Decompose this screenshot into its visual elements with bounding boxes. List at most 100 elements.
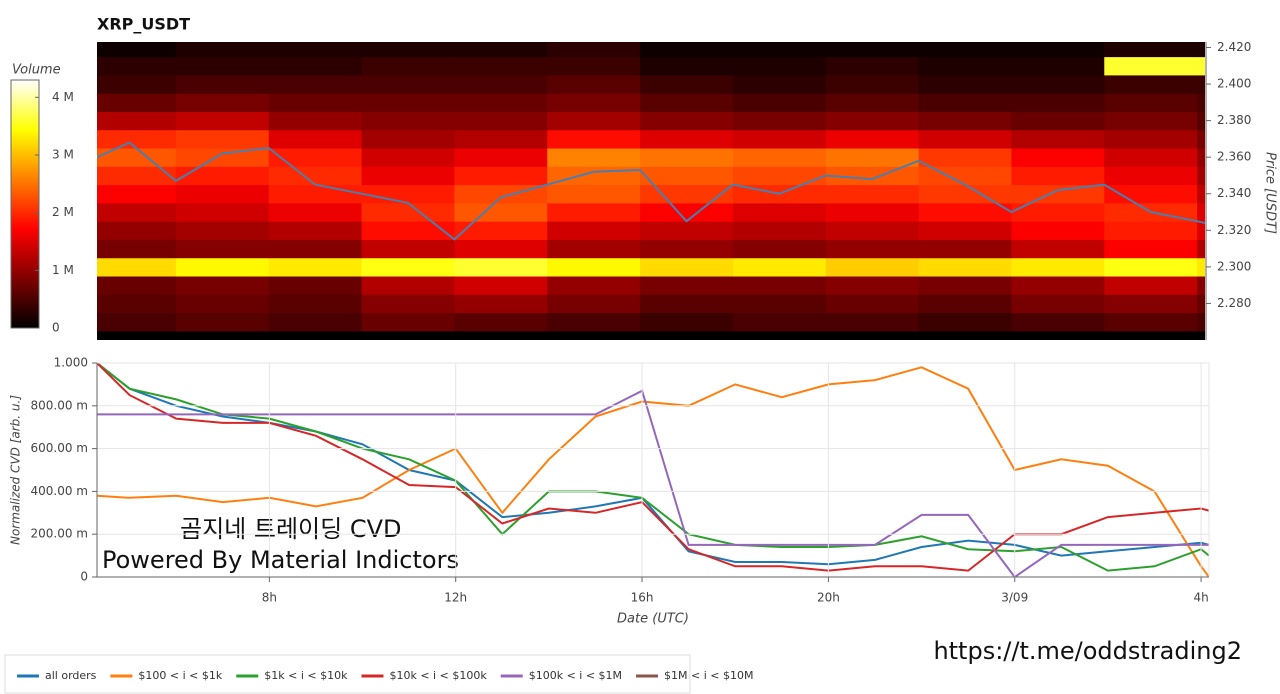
heatmap-cell	[1197, 257, 1205, 277]
heatmap-cell	[1104, 276, 1198, 295]
heatmap-cell	[547, 184, 641, 204]
heatmap-cell	[97, 257, 177, 277]
heatmap-cell	[175, 166, 270, 186]
y-tick-label: 2.360	[1217, 150, 1251, 164]
heatmap-cell	[825, 93, 920, 112]
heatmap-cell	[640, 184, 734, 204]
legend-label: $10k < i < $100k	[389, 669, 487, 682]
heatmap-cell	[1011, 166, 1105, 186]
heatmap-cell	[97, 148, 177, 167]
heatmap-cell	[1197, 56, 1205, 76]
heatmap-cell	[547, 221, 641, 240]
heatmap-cell	[175, 312, 270, 332]
y-tick-label: 2.380	[1217, 113, 1251, 127]
heatmap-cell	[1104, 239, 1198, 259]
plot-border	[96, 362, 1210, 578]
heatmap-cell	[454, 202, 548, 222]
heatmap-cell	[361, 166, 455, 186]
heatmap-cell	[361, 221, 455, 240]
heatmap-cell	[268, 276, 363, 295]
heatmap-cell	[268, 184, 363, 204]
heatmap-cell	[1011, 276, 1105, 295]
heatmap-cell	[732, 221, 827, 240]
heatmap-cell	[640, 276, 734, 295]
heatmap-cell	[1011, 111, 1105, 131]
heatmap-cell	[732, 42, 827, 58]
heatmap-cell	[361, 184, 455, 204]
heatmap-cell	[1104, 93, 1198, 112]
heatmap-cell	[640, 221, 734, 240]
heatmap-cell	[1197, 129, 1205, 149]
heatmap-cell	[175, 56, 270, 76]
heatmap-cell	[1011, 42, 1105, 58]
heatmap-cell	[454, 257, 548, 277]
heatmap-cell	[454, 312, 548, 332]
heatmap-cell	[1011, 221, 1105, 240]
heatmap-cell	[268, 74, 363, 94]
heatmap-cell	[454, 74, 548, 94]
heatmap-cell	[1011, 56, 1105, 76]
heatmap-cell	[175, 257, 270, 277]
heatmap-cell	[918, 129, 1012, 149]
heatmap-cell	[825, 239, 920, 259]
heatmap-cell	[268, 148, 363, 167]
heatmap-cell	[361, 312, 455, 332]
heatmap-cell	[454, 93, 548, 112]
y-tick-label: 0	[80, 570, 88, 584]
heatmap-cell	[97, 129, 177, 149]
heatmap-cell	[175, 202, 270, 222]
heatmap-cell	[547, 42, 641, 58]
heatmap-cell	[547, 148, 641, 167]
heatmap-cell	[97, 276, 177, 295]
heatmap-cell	[918, 257, 1012, 277]
heatmap-cell	[268, 42, 363, 58]
heatmap-cell	[825, 276, 920, 295]
heatmap-cell	[640, 166, 734, 186]
heatmap-cell	[825, 294, 920, 314]
colorbar-label: Volume	[12, 63, 61, 78]
heatmap-cell	[918, 148, 1012, 167]
heatmap-cell	[175, 148, 270, 167]
heatmap-cell	[640, 239, 734, 259]
heatmap	[97, 42, 1205, 340]
heatmap-cell	[268, 239, 363, 259]
heatmap-cell	[1197, 148, 1205, 167]
heatmap-cell	[97, 42, 177, 58]
heatmap-cell	[1104, 294, 1198, 314]
colorbar-tick-label: 3 M	[52, 147, 74, 161]
y-tick-label: 2.280	[1217, 296, 1251, 310]
heatmap-cell	[640, 202, 734, 222]
heatmap-cell	[732, 111, 827, 131]
heatmap-cell	[547, 276, 641, 295]
heatmap-cell	[640, 93, 734, 112]
heatmap-cell	[97, 166, 177, 186]
heatmap-cell	[918, 42, 1012, 58]
heatmap-cell	[454, 56, 548, 76]
heatmap-cell	[640, 56, 734, 76]
heatmap-cell	[1104, 129, 1198, 149]
heatmap-cell	[268, 221, 363, 240]
x-tick-label: 20h	[817, 591, 840, 605]
heatmap-cell	[547, 312, 641, 332]
colorbar-tick-label: 2 M	[52, 205, 74, 219]
heatmap-cell	[454, 221, 548, 240]
heatmap-cell	[825, 312, 920, 332]
y-tick-label: 600.00 m	[31, 441, 89, 455]
heatmap-cell	[454, 294, 548, 314]
cvd-line	[97, 363, 1209, 572]
heatmap-cell	[918, 184, 1012, 204]
heatmap-cell	[732, 239, 827, 259]
heatmap-cell	[547, 93, 641, 112]
heatmap-cell	[547, 111, 641, 131]
heatmap-cell	[454, 129, 548, 149]
heatmap-cell	[825, 74, 920, 94]
heatmap-cell	[825, 166, 920, 186]
heatmap-cell	[640, 111, 734, 131]
heatmap-cell	[1197, 184, 1205, 204]
heatmap-cell	[547, 294, 641, 314]
heatmap-cell	[454, 111, 548, 131]
y-tick-label: 2.420	[1217, 40, 1251, 54]
heatmap-cell	[1011, 184, 1105, 204]
